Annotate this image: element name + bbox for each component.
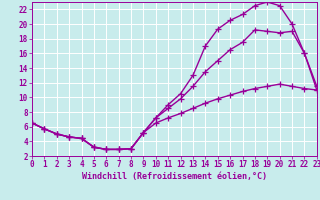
X-axis label: Windchill (Refroidissement éolien,°C): Windchill (Refroidissement éolien,°C): [82, 172, 267, 181]
